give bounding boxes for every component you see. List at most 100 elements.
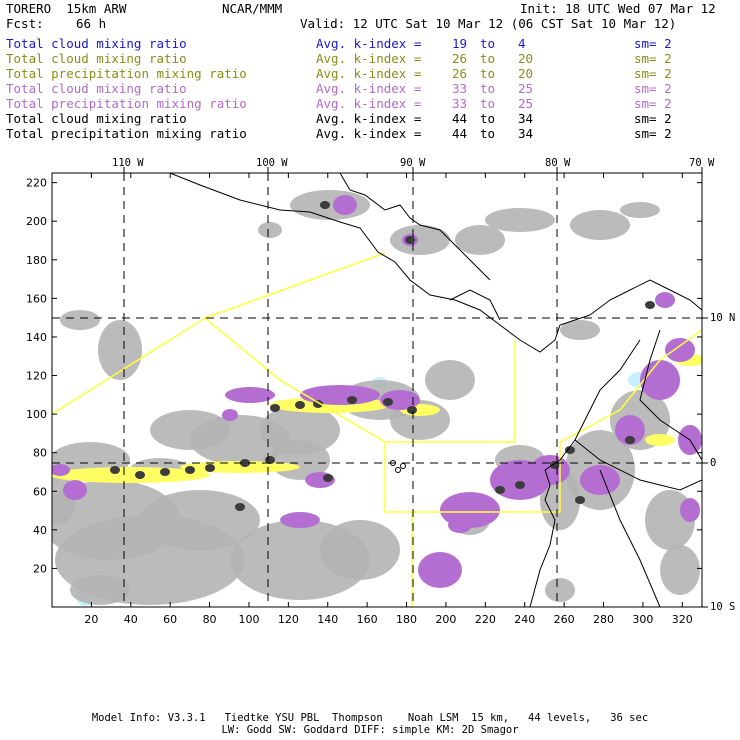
dark-cloud-core	[160, 468, 170, 476]
x-tick-label: 220	[475, 613, 496, 626]
dark-cloud-core	[625, 436, 635, 444]
y-tick-label: 200	[26, 215, 47, 228]
cloud-gray-area	[660, 545, 700, 595]
x-tick-label: 120	[278, 613, 299, 626]
cloud-gray-area	[320, 520, 400, 580]
dark-cloud-core	[313, 400, 323, 408]
x-tick-label: 40	[124, 613, 138, 626]
x-tick-label: 80	[203, 613, 217, 626]
dark-cloud-core	[550, 461, 560, 469]
x-tick-label: 20	[84, 613, 98, 626]
island	[400, 463, 406, 469]
init-time: Init: 18 UTC Wed 07 Mar 12	[520, 1, 716, 16]
y-tick-label: 80	[33, 447, 47, 460]
dark-cloud-core	[383, 398, 393, 406]
lon-label-100w: 100 W	[256, 157, 288, 169]
legend-smoothing: sm= 2	[634, 126, 672, 141]
legend-kindex-low: 25	[518, 81, 534, 96]
dark-cloud-core	[205, 464, 215, 472]
y-tick-label: 220	[26, 177, 47, 190]
purple-convection-area	[680, 498, 700, 522]
x-tick-label: 280	[593, 613, 614, 626]
purple-convection-area	[640, 360, 680, 400]
legend-kindex-label: Avg. k-index =	[316, 66, 422, 81]
coastline	[169, 173, 591, 353]
legend-to: to	[480, 51, 496, 66]
legend-kindex-high: 44	[452, 126, 468, 141]
dark-cloud-core	[407, 406, 417, 414]
y-tick-label: 120	[26, 370, 47, 383]
purple-convection-area	[655, 292, 675, 308]
map-content	[52, 173, 702, 607]
legend-kindex-high: 26	[452, 51, 468, 66]
country-border	[449, 289, 501, 321]
purple-convection-area	[530, 455, 570, 485]
legend-smoothing: sm= 2	[634, 51, 672, 66]
legend-smoothing: sm= 2	[634, 111, 672, 126]
lon-label-80w: 80 W	[545, 157, 571, 169]
legend-kindex-low: 34	[518, 126, 534, 141]
x-tick-label: 320	[672, 613, 693, 626]
legend-kindex-low: 20	[518, 51, 534, 66]
dark-cloud-core	[110, 466, 120, 474]
cloud-gray-area	[455, 225, 505, 255]
legend-to: to	[480, 66, 496, 81]
cloud-gray-area	[545, 578, 575, 602]
dark-cloud-core	[235, 503, 245, 511]
x-tick-label: 200	[435, 613, 456, 626]
dark-cloud-core	[320, 201, 330, 209]
y-tick-label: 100	[26, 408, 47, 421]
legend-smoothing: sm= 2	[634, 36, 672, 51]
cloud-gray-area	[258, 222, 282, 238]
dark-cloud-core	[295, 401, 305, 409]
purple-convection-area	[300, 385, 380, 405]
dark-cloud-core	[347, 396, 357, 404]
forecast-label: Fcst:	[6, 16, 44, 31]
dark-cloud-core	[645, 301, 655, 309]
legend-field-name: Total cloud mixing ratio	[6, 51, 187, 66]
map-frame	[51, 172, 703, 608]
dark-cloud-core	[323, 474, 333, 482]
dark-cloud-core	[515, 481, 525, 489]
cloud-gray-area	[570, 210, 630, 240]
legend-to: to	[480, 96, 496, 111]
boundary-line	[384, 442, 561, 513]
dark-cloud-core	[270, 404, 280, 412]
legend-field-name: Total cloud mixing ratio	[6, 81, 187, 96]
x-tick-label: 100	[238, 613, 259, 626]
x-tick-label: 260	[554, 613, 575, 626]
country-border	[639, 329, 702, 461]
x-tick-label: 180	[396, 613, 417, 626]
model-info-line2: LW: Godd SW: Goddard DIFF: simple KM: 2D…	[221, 724, 519, 736]
cloud-gray-area	[140, 490, 260, 550]
purple-convection-area	[63, 480, 87, 500]
legend-kindex-label: Avg. k-index =	[316, 51, 422, 66]
dark-cloud-core	[135, 471, 145, 479]
purple-convection-area	[222, 409, 238, 421]
cloud-gray-area	[390, 225, 450, 255]
legend-to: to	[480, 36, 496, 51]
legend-kindex-high: 33	[452, 81, 468, 96]
legend-kindex-label: Avg. k-index =	[316, 81, 422, 96]
coastline	[529, 339, 641, 607]
island	[395, 467, 401, 473]
legend-field-name: Total precipitation mixing ratio	[6, 126, 247, 141]
country-border	[599, 469, 661, 607]
coastline	[589, 279, 702, 316]
org-name: NCAR/MMM	[222, 1, 283, 16]
model-name: TORERO 15km ARW	[6, 1, 127, 16]
purple-convection-area	[225, 387, 275, 403]
cloud-gray-area	[52, 480, 180, 560]
yellow-band	[645, 434, 675, 446]
legend-smoothing: sm= 2	[634, 81, 672, 96]
lat-label-10n: 10 N	[710, 312, 736, 324]
cloud-gray-area	[485, 208, 555, 232]
legend-kindex-label: Avg. k-index =	[316, 126, 422, 141]
x-tick-label: 160	[357, 613, 378, 626]
legend-kindex-label: Avg. k-index =	[316, 111, 422, 126]
lat-label-eq: 0	[710, 457, 717, 469]
model-info-line1: Model Info: V3.3.1 Tiedtke YSU PBL Thomp…	[91, 712, 649, 724]
x-tick-label: 60	[163, 613, 177, 626]
x-tick-label: 240	[514, 613, 535, 626]
